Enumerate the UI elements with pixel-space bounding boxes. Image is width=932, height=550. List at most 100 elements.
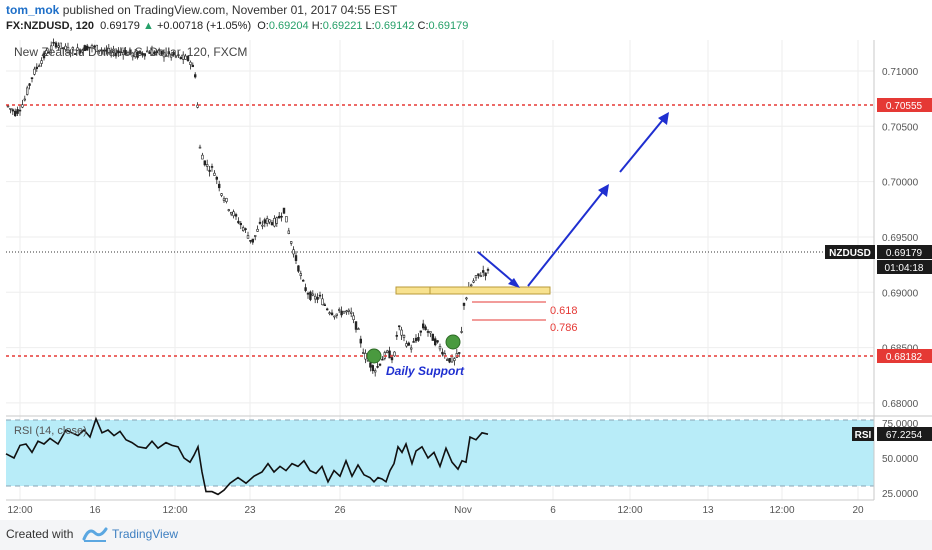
price-candle (153, 50, 156, 56)
price-candle (289, 241, 293, 246)
rsi-value-badge: 67.2254 (877, 427, 932, 441)
time-tick-label: 23 (244, 505, 256, 516)
created-with-text: Created with (6, 527, 74, 541)
price-candle (42, 50, 46, 61)
price-candle (117, 47, 120, 57)
price-candle (167, 47, 170, 58)
price-candle (71, 46, 75, 54)
price-candle (160, 50, 163, 56)
price-candle (258, 217, 262, 225)
price-candle (100, 47, 103, 55)
price-candle (342, 310, 346, 314)
rsi-label-text: RSI (855, 430, 872, 441)
price-candle (177, 52, 180, 58)
price-candle (277, 212, 281, 219)
price-candle (203, 160, 206, 167)
price-candle (323, 302, 326, 307)
price-candle (148, 50, 151, 54)
price-tick-label: 0.70500 (882, 122, 919, 133)
price-chart[interactable]: 0.618 0.786 Daily Support New Zealand Do… (0, 0, 932, 520)
price-candle (251, 238, 254, 245)
price-candle (64, 43, 67, 52)
projection-arrows[interactable] (477, 112, 669, 288)
price-candle (131, 51, 134, 61)
price-candle (213, 170, 216, 176)
price-candle (393, 351, 396, 357)
price-candle (107, 43, 111, 55)
price-candle (23, 95, 26, 102)
price-candle (294, 251, 298, 264)
price-candle (462, 302, 466, 310)
price-candle (244, 227, 247, 233)
price-candle (83, 44, 87, 52)
rsi-title: RSI (14, close) (14, 425, 87, 437)
price-candle (230, 211, 233, 217)
rsi-value-text: 67.2254 (886, 430, 923, 441)
tradingview-brand-link[interactable]: TradingView (112, 527, 179, 541)
price-candle (76, 43, 79, 51)
price-candle (409, 344, 413, 353)
price-candle (337, 307, 341, 313)
tradingview-logo-icon[interactable] (82, 524, 108, 544)
price-candle (172, 50, 175, 57)
countdown-badge: 01:04:18 (877, 260, 932, 274)
price-candle (414, 334, 418, 344)
price-candle (484, 272, 487, 281)
price-candle (69, 49, 72, 58)
time-axis[interactable]: 12:00 16 12:00 23 26 Nov 6 12:00 13 12:00 20 (7, 505, 864, 516)
price-candle (381, 356, 384, 361)
price-candle (45, 48, 48, 56)
price-candle (74, 53, 77, 55)
price-candle (354, 321, 358, 333)
price-candle (129, 49, 132, 56)
price-candle (11, 108, 14, 115)
price-candle (460, 326, 463, 334)
price-candle (174, 55, 178, 59)
countdown-text: 01:04:18 (885, 263, 924, 274)
daily-support-label: Daily Support (386, 364, 465, 378)
ohlc-line: FX:NZDUSD, 120 0.69179 ▲ +0.00718 (+1.05… (6, 20, 468, 32)
open-value: 0.69204 (268, 20, 309, 32)
price-candle (443, 350, 446, 359)
price-candle (371, 364, 374, 374)
price-candle (402, 334, 406, 342)
price-candle (102, 49, 106, 56)
author-link[interactable]: tom_mok (6, 3, 60, 17)
time-tick-label: 12:00 (162, 505, 187, 516)
rsi-axis[interactable]: 75.0000 50.0000 25.0000 (882, 419, 919, 500)
rsi-polyline (5, 416, 489, 496)
support-zone[interactable] (395, 286, 551, 295)
price-candle (155, 49, 158, 56)
rsi-tick-label: 75.0000 (882, 419, 919, 430)
price-candle (208, 165, 211, 177)
price-candle (246, 231, 250, 239)
price-candle (25, 85, 29, 96)
price-candle (95, 44, 99, 52)
price-candle (237, 217, 240, 225)
price-candle (40, 57, 43, 67)
high-value: 0.69221 (322, 20, 363, 32)
price-candle (472, 278, 475, 284)
price-candle (119, 47, 123, 56)
price-candle (14, 108, 17, 117)
price-candle (124, 47, 127, 56)
price-candle (357, 327, 360, 330)
price-candle (256, 225, 259, 232)
price-candle (378, 363, 382, 367)
price-candle (52, 38, 55, 46)
price-candle (469, 283, 473, 287)
price-candle (287, 227, 290, 235)
chart-header: tom_mok published on TradingView.com, No… (0, 0, 932, 40)
price-candle (436, 340, 439, 344)
price-candle (477, 273, 480, 279)
price-candle (400, 326, 403, 341)
price-candle (412, 338, 415, 343)
price-candle (419, 330, 422, 337)
price-candle (313, 293, 317, 304)
resistance-price-text: 0.70555 (886, 101, 923, 112)
price-candle (417, 333, 420, 342)
time-tick-label: 20 (852, 505, 864, 516)
price-candle (86, 43, 89, 51)
price-candle (340, 306, 343, 318)
price-candle (150, 45, 154, 56)
